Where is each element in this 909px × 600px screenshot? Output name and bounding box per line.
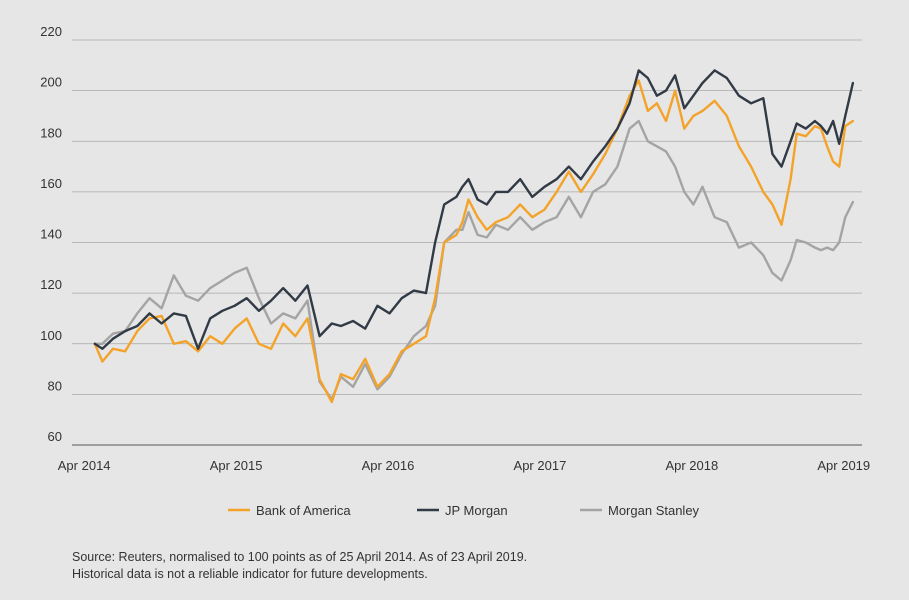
y-axis-ticks: 60 80 100 120 140 160 180 200 220 [40,24,62,444]
legend: Bank of America JP Morgan Morgan Stanley [228,503,700,518]
x-tick-label: Apr 2018 [665,458,718,473]
series-line-jp-morgan [93,69,855,350]
x-tick-label: Apr 2014 [58,458,111,473]
legend-label-jp-morgan: JP Morgan [445,503,508,518]
source-note: Source: Reuters, normalised to 100 point… [72,549,527,583]
x-axis-ticks: Apr 2014 Apr 2015 Apr 2016 Apr 2017 Apr 2018… [58,458,870,473]
series-lines [93,69,855,404]
y-tick-label: 160 [40,176,62,191]
series-line-morgan-stanley [93,119,855,401]
y-tick-label: 120 [40,277,62,292]
y-tick-label: 140 [40,227,62,242]
y-tick-label: 60 [48,429,62,444]
x-tick-label: Apr 2015 [210,458,263,473]
legend-label-bank-of-america: Bank of America [256,503,351,518]
y-tick-label: 180 [40,125,62,140]
gridlines [72,39,862,446]
y-tick-label: 220 [40,24,62,39]
x-tick-label: Apr 2017 [514,458,567,473]
source-line-1: Source: Reuters, normalised to 100 point… [72,550,528,564]
y-tick-label: 200 [40,75,62,90]
x-tick-label: Apr 2016 [362,458,415,473]
source-line-2: Historical data is not a reliable indica… [72,567,428,581]
x-tick-label: Apr 2019 [817,458,870,473]
legend-label-morgan-stanley: Morgan Stanley [608,503,700,518]
y-tick-label: 100 [40,328,62,343]
series-line-bank-of-america [93,79,855,404]
y-tick-label: 80 [48,378,62,393]
